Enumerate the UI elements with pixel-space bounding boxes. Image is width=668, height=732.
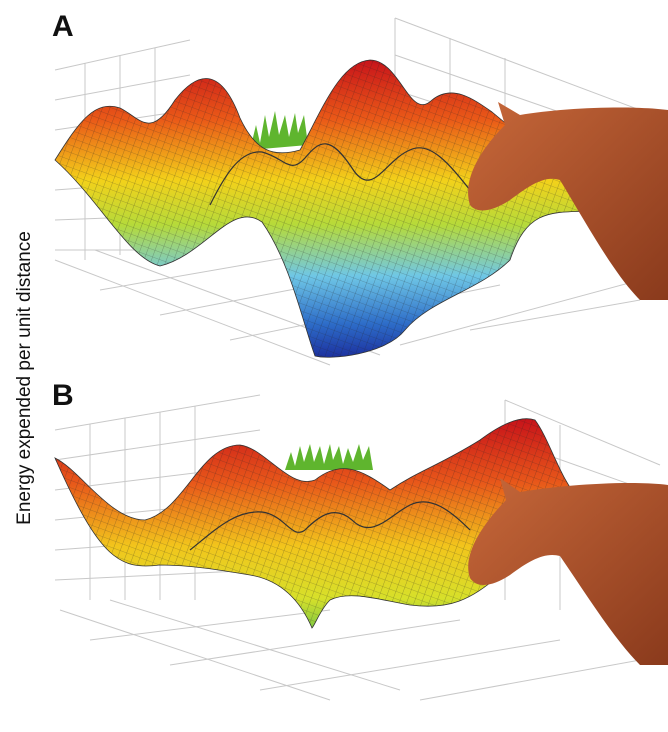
- y-axis-label: Energy expended per unit distance: [14, 231, 35, 525]
- grass: [285, 444, 373, 470]
- panel-label: B: [52, 379, 74, 412]
- surface-a: [55, 60, 612, 357]
- figure: A B Energy expended per unit distance: [0, 0, 668, 732]
- page: Energy landscape figure {"axis_label": "…: [0, 0, 668, 732]
- page-body: A B Energy expended per unit distance ((…: [0, 0, 668, 732]
- panel-label: A: [52, 10, 74, 43]
